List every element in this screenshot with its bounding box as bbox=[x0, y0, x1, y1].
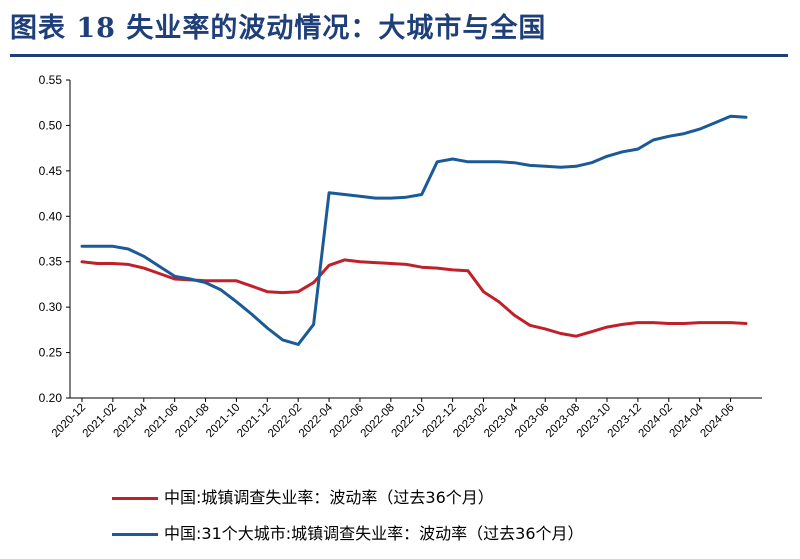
y-tick-label: 0.35 bbox=[39, 255, 63, 269]
x-tick-label: 2024-06 bbox=[698, 402, 736, 440]
legend-swatch-31-cities bbox=[112, 533, 158, 536]
y-tick-label: 0.20 bbox=[39, 391, 63, 405]
y-tick-label: 0.25 bbox=[39, 346, 63, 360]
legend-label-national: 中国:城镇调查失业率：波动率（过去36个月） bbox=[164, 488, 494, 507]
y-tick-label: 0.40 bbox=[39, 209, 63, 223]
series-line-31-cities bbox=[80, 114, 748, 346]
y-tick-label: 0.50 bbox=[39, 118, 63, 132]
legend-item-31-cities: 中国:31个大城市:城镇调查失业率：波动率（过去36个月） bbox=[112, 520, 584, 544]
y-tick-label: 0.30 bbox=[39, 300, 63, 314]
figure-title: 图表 18 失业率的波动情况：大城市与全国 bbox=[10, 13, 547, 44]
series-line-national bbox=[80, 258, 748, 338]
legend-label-31-cities: 中国:31个大城市:城镇调查失业率：波动率（过去36个月） bbox=[164, 524, 584, 543]
y-tick-label: 0.45 bbox=[39, 164, 63, 178]
series-lines bbox=[80, 114, 748, 346]
y-axis: 0.20 0.25 0.30 0.35 0.40 0.45 0.50 0.55 bbox=[39, 73, 71, 405]
x-axis: 2020-122021-022021-042021-062021-082021-… bbox=[50, 397, 762, 440]
y-tick-label: 0.55 bbox=[39, 73, 63, 87]
legend-swatch-national bbox=[112, 497, 158, 500]
title-divider bbox=[10, 54, 788, 57]
legend-item-national: 中国:城镇调查失业率：波动率（过去36个月） bbox=[112, 484, 494, 508]
